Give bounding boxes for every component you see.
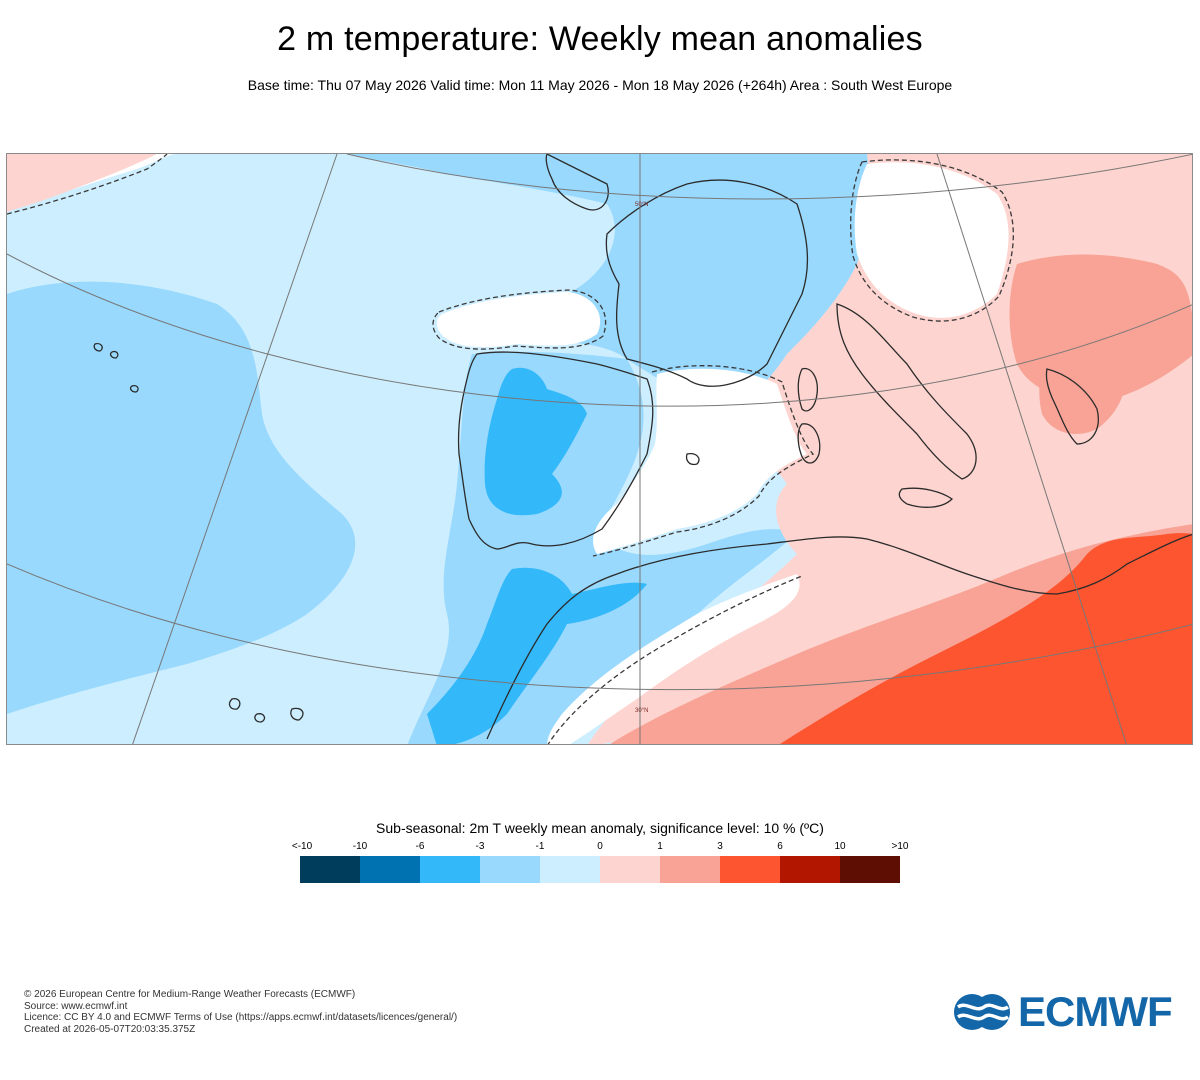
legend-tick: -1: [535, 841, 545, 852]
insignificant-area-biscay: [436, 292, 601, 348]
footer-copyright: © 2026 European Centre for Medium-Range …: [24, 989, 356, 1000]
legend-tick: -6: [415, 841, 425, 852]
legend-swatch-2: [420, 856, 480, 883]
insignificant-area-west-med: [593, 368, 807, 554]
map-canvas: 50°N 30°N: [7, 154, 1192, 744]
chart-subtitle: Base time: Thu 07 May 2026 Valid time: M…: [247, 77, 953, 93]
anomaly-map[interactable]: 50°N 30°N: [6, 153, 1193, 745]
ecmwf-logo[interactable]: ECMWF: [952, 990, 1182, 1034]
anomaly-field-m3-m1-north: [347, 154, 887, 424]
anomaly-field-m6-m3-iberia: [484, 367, 587, 516]
legend-title: Sub-seasonal: 2m T weekly mean anomaly, …: [376, 820, 824, 836]
legend-tick: -3: [475, 841, 485, 852]
legend-swatch-7: [720, 856, 780, 883]
significance-contours: [7, 154, 1014, 744]
footer-licence: Licence: CC BY 4.0 and ECMWF Terms of Us…: [24, 1012, 458, 1023]
coastlines: [93, 154, 1192, 740]
graticule: [7, 154, 1192, 744]
anomaly-field-m3-m1-atlantic: [7, 281, 356, 714]
legend-swatch-5: [600, 856, 660, 883]
anomaly-field-1-3-greece: [1039, 349, 1127, 434]
legend-tick: 3: [717, 841, 723, 852]
legend-swatch-6: [660, 856, 720, 883]
legend-tick: -10: [352, 841, 368, 852]
legend-tick: 10: [834, 841, 846, 852]
legend-tick: 1: [657, 841, 663, 852]
ecmwf-logo-text: ECMWF: [1018, 988, 1173, 1035]
footer-credits: © 2026 European Centre for Medium-Range …: [24, 989, 457, 1035]
footer-created: Created at 2026-05-07T20:03:35.375Z: [24, 1023, 196, 1035]
legend-swatch-9: [840, 856, 900, 883]
anomaly-field-0-1-north-atlantic: [7, 154, 157, 212]
legend-ticks: <-10 -10 -6 -3 -1 0 1 3 6 10 >10: [0, 841, 1200, 855]
legend-swatch-0: [300, 856, 360, 883]
legend-swatch-8: [780, 856, 840, 883]
legend-colorbar: [300, 856, 900, 883]
legend-swatch-3: [480, 856, 540, 883]
legend-swatch-1: [360, 856, 420, 883]
ecmwf-logo-icon: [954, 994, 1010, 1030]
lat-label-50n: 50°N: [635, 202, 648, 208]
legend-swatch-4: [540, 856, 600, 883]
insignificant-area-alps: [854, 162, 1009, 318]
legend-tick: 0: [597, 841, 603, 852]
chart-title: 2 m temperature: Weekly mean anomalies: [277, 20, 923, 58]
lat-label-30n: 30°N: [635, 708, 648, 714]
anomaly-field-m6-m3-morocco: [427, 567, 647, 744]
insignificant-area-north-africa-coast: [547, 574, 800, 744]
legend-tick: 6: [777, 841, 783, 852]
legend-tick: >10: [891, 841, 909, 852]
legend-tick: <-10: [291, 841, 313, 852]
footer-source: Source: www.ecmwf.int: [24, 1000, 128, 1012]
